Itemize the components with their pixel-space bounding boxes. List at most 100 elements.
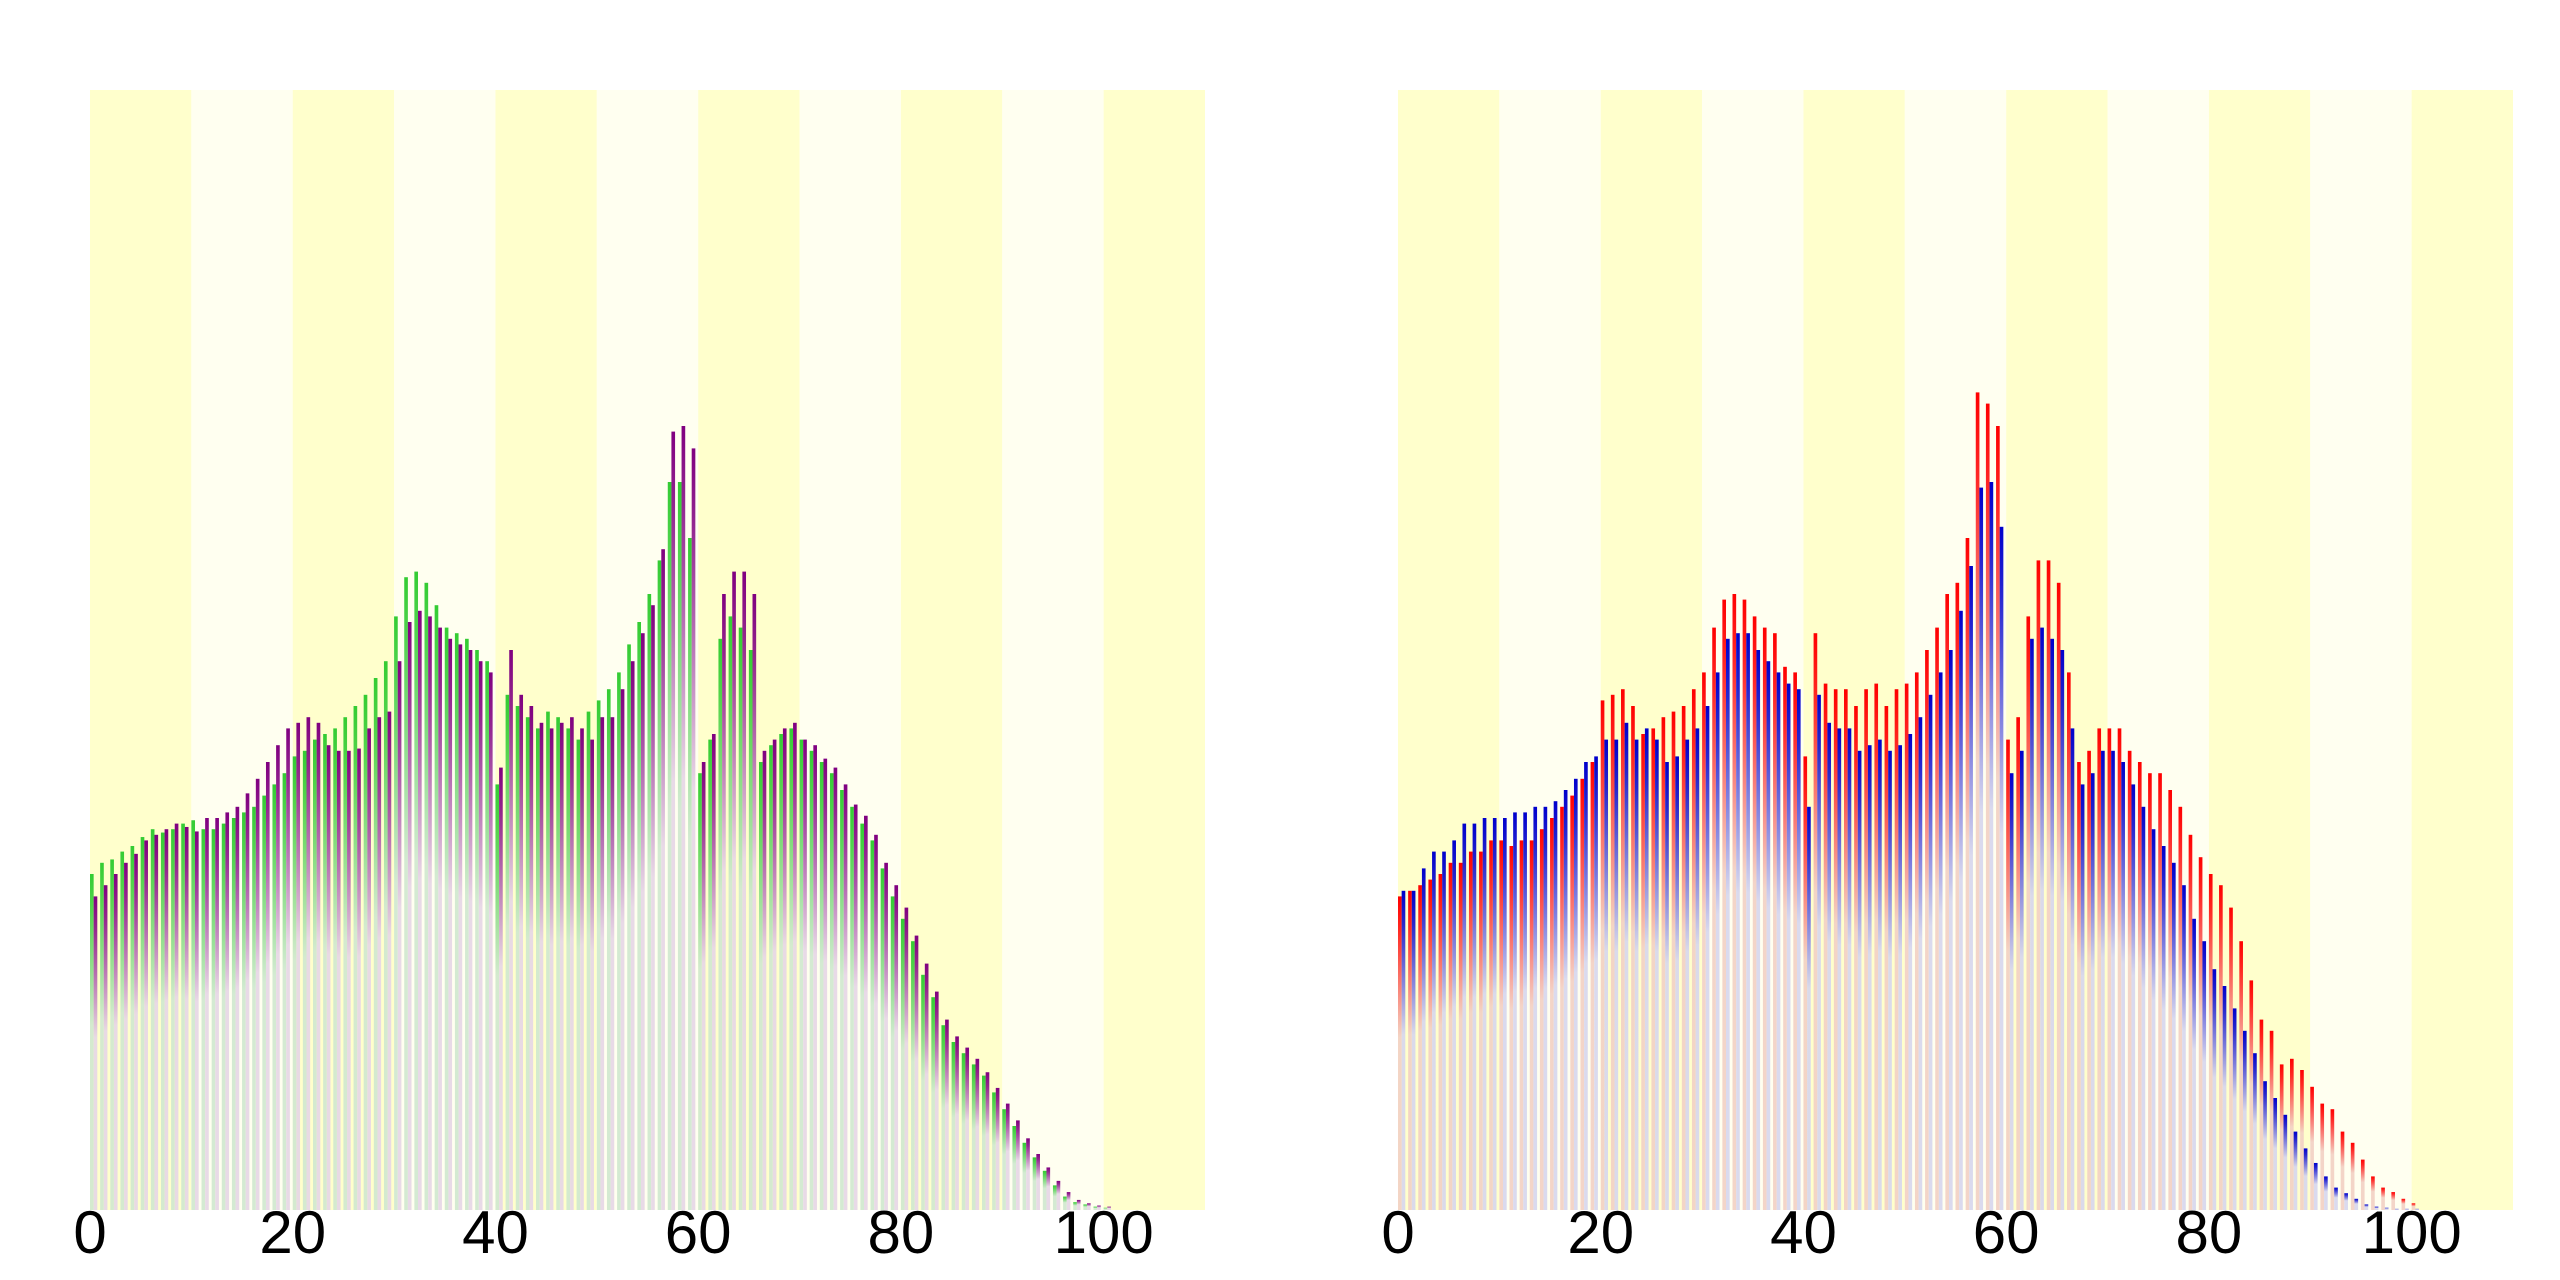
bar-series-2 — [1056, 1180, 1061, 1210]
bar-series-1 — [211, 829, 216, 1210]
bar-series-2 — [124, 862, 128, 1210]
bar-series-2 — [955, 1036, 959, 1210]
bar-series-1 — [2411, 1203, 2416, 1210]
bar-series-1 — [1610, 694, 1615, 1210]
bar-series-1 — [110, 859, 114, 1210]
bar-series-1 — [2097, 728, 2102, 1210]
bar-series-2 — [1979, 487, 1984, 1211]
bar-series-1 — [1489, 840, 1493, 1210]
bar-series-1 — [1732, 594, 1737, 1210]
bar-series-1 — [931, 997, 935, 1210]
bar-series-1 — [1975, 392, 1980, 1210]
bar-series-2 — [1867, 745, 1872, 1210]
bar-series-1 — [2067, 672, 2071, 1210]
bar-series-1 — [383, 661, 388, 1210]
bar-series-2 — [1746, 633, 1750, 1210]
bar-series-1 — [434, 605, 439, 1210]
bar-series-2 — [1634, 739, 1639, 1210]
bar-series-2 — [742, 571, 747, 1210]
bar-series-2 — [833, 767, 838, 1210]
background-band — [1002, 90, 1104, 1210]
bar-series-1 — [576, 739, 581, 1210]
bar-series-1 — [130, 846, 135, 1210]
bar-series-1 — [424, 582, 429, 1210]
bar-series-2 — [1675, 756, 1679, 1210]
bar-series-1 — [465, 638, 469, 1210]
bar-series-2 — [803, 739, 807, 1210]
bar-series-2 — [2141, 806, 2146, 1210]
bar-series-2 — [1107, 1206, 1111, 1210]
bar-series-1 — [829, 773, 834, 1210]
bar-series-1 — [2371, 1176, 2375, 1210]
bar-series-2 — [1604, 739, 1609, 1210]
bar-series-2 — [651, 605, 655, 1210]
bar-series-1 — [1590, 762, 1595, 1210]
bar-series-1 — [1479, 851, 1483, 1210]
bar-series-1 — [769, 745, 773, 1210]
bar-series-1 — [992, 1092, 996, 1210]
bar-series-1 — [870, 840, 875, 1210]
bar-series-1 — [1884, 706, 1889, 1210]
bar-series-1 — [850, 806, 854, 1210]
bar-series-1 — [475, 650, 479, 1210]
bar-series-2 — [154, 834, 159, 1210]
bar-series-2 — [488, 672, 493, 1210]
bar-series-1 — [353, 706, 358, 1210]
bar-series-1 — [90, 874, 94, 1210]
bar-series-1 — [2137, 762, 2142, 1210]
bar-series-1 — [2229, 907, 2233, 1210]
bar-series-2 — [255, 778, 260, 1210]
bar-series-2 — [2354, 1198, 2359, 1210]
bar-series-2 — [580, 728, 584, 1210]
bar-series-1 — [1052, 1185, 1057, 1210]
bar-series-1 — [1580, 778, 1585, 1210]
bar-series-2 — [2222, 986, 2227, 1210]
bar-series-2 — [2395, 1208, 2399, 1210]
bar-series-1 — [1022, 1142, 1027, 1210]
bar-series-2 — [1087, 1203, 1091, 1210]
x-tick-label: 40 — [1770, 1199, 1837, 1266]
bar-series-1 — [941, 1025, 946, 1210]
bar-series-2 — [1837, 728, 1842, 1210]
bar-series-2 — [2050, 638, 2055, 1210]
bar-series-2 — [1766, 661, 1771, 1210]
bar-series-1 — [2208, 874, 2213, 1210]
bar-series-2 — [2334, 1187, 2338, 1210]
bar-series-2 — [134, 853, 138, 1210]
bar-series-2 — [2172, 862, 2176, 1210]
bar-series-2 — [103, 885, 108, 1210]
bar-series-2 — [732, 571, 736, 1210]
bar-series-1 — [100, 862, 104, 1210]
bar-series-2 — [995, 1087, 1000, 1210]
bar-series-1 — [799, 739, 804, 1210]
bar-series-2 — [782, 728, 787, 1210]
bar-series-2 — [2080, 784, 2085, 1210]
bar-series-1 — [231, 818, 236, 1210]
bar-series-2 — [1665, 762, 1669, 1210]
bar-series-1 — [1803, 756, 1808, 1210]
bar-series-2 — [1989, 482, 1994, 1210]
bar-series-1 — [1985, 403, 1990, 1211]
bar-series-1 — [688, 538, 692, 1210]
bar-series-1 — [2259, 1019, 2264, 1210]
bar-series-2 — [428, 616, 432, 1210]
bar-series-2 — [93, 896, 98, 1210]
bar-series-2 — [1776, 672, 1781, 1210]
bar-series-2 — [711, 734, 716, 1210]
bar-series-2 — [1533, 806, 1538, 1210]
background-band — [2411, 90, 2513, 1210]
bar-series-1 — [1833, 689, 1838, 1210]
bar-series-2 — [884, 862, 888, 1210]
bar-series-2 — [1482, 818, 1487, 1210]
bar-series-1 — [2046, 560, 2051, 1210]
bar-series-1 — [1032, 1157, 1037, 1210]
bar-series-1 — [1458, 862, 1463, 1210]
bar-series-1 — [1813, 633, 1818, 1210]
bar-series-1 — [1083, 1204, 1088, 1210]
bar-series-1 — [1631, 706, 1635, 1210]
bar-series-2 — [1553, 801, 1558, 1210]
bar-series-2 — [1614, 739, 1619, 1210]
bar-series-2 — [478, 661, 483, 1210]
bar-series-1 — [2168, 790, 2173, 1210]
bar-series-1 — [1448, 862, 1453, 1210]
